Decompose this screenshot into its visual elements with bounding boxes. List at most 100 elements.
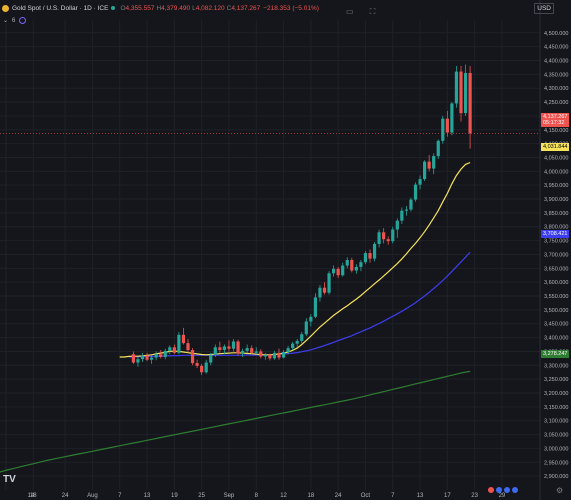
symbol-title[interactable]: Gold Spot / U.S. Dollar · 1D · ICE: [12, 4, 109, 12]
time-tick-label: 8: [255, 493, 259, 499]
candle-body: [291, 343, 295, 349]
candle-body: [254, 351, 258, 353]
candle-body: [359, 262, 363, 267]
fullscreen-icon[interactable]: ⛶: [369, 7, 376, 16]
price-tick-label: 3,300.000: [544, 363, 568, 369]
candle-body: [204, 362, 208, 373]
candle-body: [391, 229, 395, 242]
candle-body: [304, 321, 308, 335]
low-value: 4,082.120: [195, 4, 225, 12]
flag-us-icon[interactable]: [504, 487, 510, 493]
event-icon[interactable]: [488, 487, 494, 493]
candle-body: [372, 243, 377, 259]
open-value: 4,355.557: [125, 4, 155, 12]
price-tick-label: 3,000.000: [544, 446, 568, 452]
ma-green-tag: 3,278.247: [541, 350, 570, 358]
price-tick-label: 4,150.000: [544, 128, 568, 134]
candle-body: [459, 71, 463, 114]
symbol-header: Gold Spot / U.S. Dollar · 1D · ICE O 4,35…: [0, 0, 540, 16]
candle-body: [454, 71, 459, 104]
last-price-tag: 4,137.267 05:17:32: [541, 113, 570, 127]
time-tick-label: 14: [28, 493, 35, 499]
market-status-icon: [111, 6, 116, 10]
flag-us-icon[interactable]: [512, 487, 518, 493]
candle-body: [181, 334, 186, 344]
price-tick-label: 3,950.000: [544, 183, 568, 189]
ma-green-line: [0, 370, 471, 473]
candle-body: [209, 354, 213, 363]
candle-body: [250, 348, 254, 353]
candle-body: [413, 184, 418, 200]
candle-body: [200, 365, 204, 373]
currency-button[interactable]: USD: [534, 3, 554, 14]
candle-body: [450, 103, 454, 133]
candle-body: [136, 359, 140, 363]
price-tick-label: 3,400.000: [544, 336, 568, 342]
candle-body: [423, 161, 427, 180]
candle-body: [409, 199, 413, 210]
candle-body: [163, 350, 167, 357]
price-tick-label: 3,100.000: [544, 419, 568, 425]
candle-body: [377, 232, 381, 244]
ma-blue-line: [128, 251, 471, 358]
time-tick-label: 12: [280, 493, 287, 499]
price-tick-label: 3,750.000: [544, 239, 568, 245]
candle-body: [227, 346, 231, 349]
price-tick-label: 4,250.000: [544, 100, 568, 106]
settings-gear-icon[interactable]: ⚙: [556, 486, 564, 495]
candle-body: [286, 348, 290, 352]
candle-body: [382, 232, 386, 240]
indicator-dot-icon[interactable]: [19, 17, 27, 24]
candle-body: [418, 179, 422, 185]
price-tick-label: 4,050.000: [544, 155, 568, 161]
price-tick-label: 3,150.000: [544, 405, 568, 411]
price-tick-label: 3,050.000: [544, 433, 568, 439]
candle-body: [154, 354, 158, 358]
time-tick-label: Aug: [87, 493, 98, 499]
price-tick-label: 4,450.000: [544, 45, 568, 51]
high-label: H: [156, 4, 162, 12]
candle-body: [168, 347, 172, 351]
price-tick-label: 3,850.000: [544, 211, 568, 217]
candle-body: [245, 348, 249, 351]
price-tick-label: 3,900.000: [544, 197, 568, 203]
candle-body: [300, 334, 304, 341]
indicator-toggle-row[interactable]: ⌄ 6: [3, 17, 27, 24]
candle-body: [468, 72, 472, 134]
time-tick-label: 17: [444, 493, 451, 499]
time-tick-label: 24: [62, 493, 69, 499]
chevron-down-icon[interactable]: ⌄: [3, 18, 9, 24]
candle-body: [432, 156, 436, 169]
minimize-icon[interactable]: ▭: [346, 7, 354, 16]
countdown-value: 05:17:32: [543, 120, 565, 126]
time-tick-label: 13: [417, 493, 424, 499]
candle-body: [295, 340, 299, 344]
candle-body: [363, 253, 368, 263]
candle-body: [436, 140, 440, 157]
time-tick-label: Sep: [224, 493, 235, 499]
candle-body: [213, 347, 217, 355]
candle-body: [268, 354, 272, 359]
candle-body: [259, 351, 263, 357]
candle-body: [281, 352, 286, 358]
time-tick-label: 29: [499, 493, 506, 499]
flag-us-icon[interactable]: [496, 487, 502, 493]
price-tick-label: 3,600.000: [544, 280, 568, 286]
candle-body: [318, 287, 322, 298]
candle-body: [327, 273, 331, 293]
price-tick-label: 2,900.000: [544, 474, 568, 480]
price-tick-label: 3,800.000: [544, 225, 568, 231]
price-tick-label: 4,000.000: [544, 169, 568, 175]
candle-body: [354, 266, 358, 271]
candle-body: [322, 287, 327, 293]
candle-body: [368, 253, 372, 259]
time-tick-label: 25: [198, 493, 205, 499]
candle-body: [441, 118, 445, 141]
candle-body: [186, 343, 190, 351]
price-tick-label: 3,450.000: [544, 322, 568, 328]
time-tick-label: 13: [144, 493, 151, 499]
candle-body: [131, 354, 135, 363]
candle-body: [404, 209, 408, 211]
candles: [131, 64, 472, 375]
